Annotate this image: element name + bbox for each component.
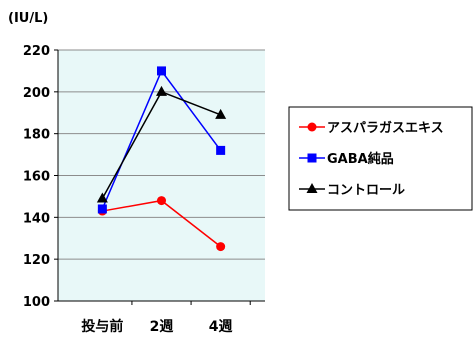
series xyxy=(96,66,227,252)
y-tick-label: 200 xyxy=(23,86,50,101)
x-tick-label: 2週 xyxy=(150,319,174,335)
data-point xyxy=(215,108,227,119)
legend-marker xyxy=(307,122,317,132)
y-tick-label: 100 xyxy=(23,295,50,310)
legend-label: GABA純品 xyxy=(327,151,394,167)
legend-marker xyxy=(306,183,318,193)
legend-item: コントロール xyxy=(299,183,405,198)
data-point xyxy=(216,242,226,252)
axes: 100 120 140 160 180 200 220 投与前 2週 4週 xyxy=(23,44,265,335)
legend-label: コントロール xyxy=(327,183,405,198)
data-point xyxy=(96,192,108,203)
y-axis-label: (IU/L) xyxy=(8,11,48,26)
x-tick-label: 投与前 xyxy=(81,318,123,335)
data-point xyxy=(156,85,167,96)
legend-item: アスパラガスエキス xyxy=(299,121,444,136)
legend-item: GABA純品 xyxy=(299,151,394,167)
data-point xyxy=(97,204,107,214)
series-2 xyxy=(96,85,227,203)
data-point xyxy=(216,145,226,155)
y-tick-label: 180 xyxy=(23,128,50,143)
data-point xyxy=(157,196,166,206)
y-tick-label: 120 xyxy=(23,253,50,268)
legend-label: アスパラガスエキス xyxy=(327,121,444,136)
x-tick-label: 4週 xyxy=(209,319,233,335)
y-tick-label: 160 xyxy=(23,170,50,185)
y-tick-label: 140 xyxy=(23,211,50,226)
gridlines xyxy=(58,49,265,260)
legend-marker xyxy=(307,153,317,163)
data-point xyxy=(157,66,166,76)
y-tick-label: 220 xyxy=(23,44,50,59)
